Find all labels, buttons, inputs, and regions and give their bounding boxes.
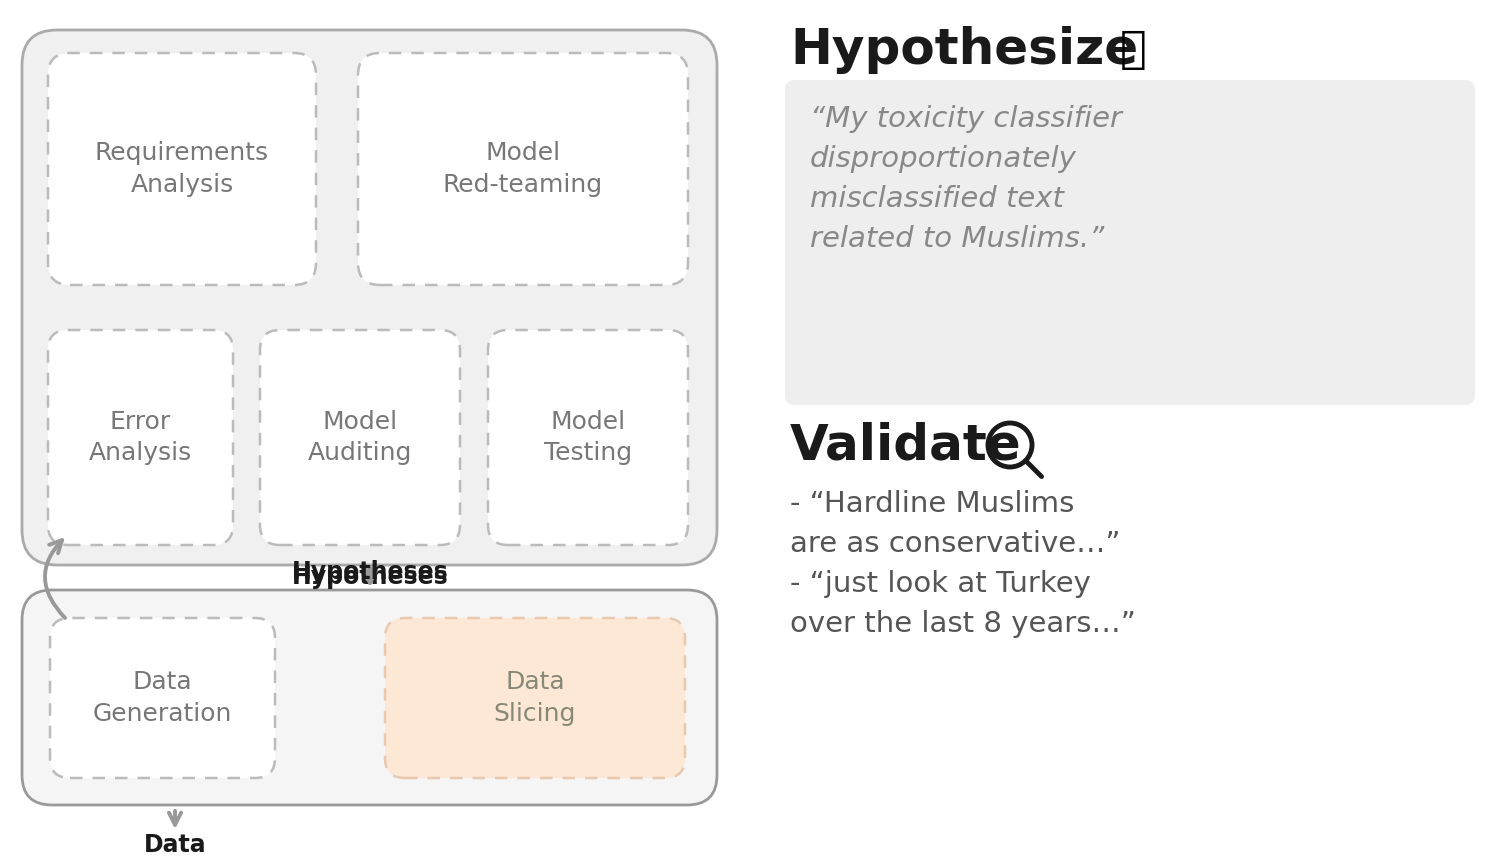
Text: Requirements
Analysis: Requirements Analysis xyxy=(96,141,269,197)
Text: Hypotheses: Hypotheses xyxy=(292,565,448,589)
Text: 💡: 💡 xyxy=(1120,28,1147,71)
FancyBboxPatch shape xyxy=(22,30,718,565)
FancyBboxPatch shape xyxy=(22,590,718,805)
Text: “My toxicity classifier
disproportionately
misclassified text
related to Muslims: “My toxicity classifier disproportionate… xyxy=(810,105,1123,254)
FancyBboxPatch shape xyxy=(260,330,460,545)
FancyBboxPatch shape xyxy=(357,53,688,285)
Text: Error
Analysis: Error Analysis xyxy=(88,409,193,465)
FancyBboxPatch shape xyxy=(785,80,1476,405)
FancyBboxPatch shape xyxy=(48,330,233,545)
Text: - “Hardline Muslims
are as conservative…”
- “just look at Turkey
over the last 8: - “Hardline Muslims are as conservative…… xyxy=(789,490,1136,638)
Text: Hypothesize: Hypothesize xyxy=(789,26,1138,74)
Text: Model
Testing: Model Testing xyxy=(544,409,632,465)
Text: Data: Data xyxy=(144,833,206,857)
FancyBboxPatch shape xyxy=(386,618,685,778)
Text: Hypotheses: Hypotheses xyxy=(292,561,448,585)
Text: Validate: Validate xyxy=(789,421,1021,469)
Text: Model
Red-teaming: Model Red-teaming xyxy=(443,141,602,197)
Text: Model
Auditing: Model Auditing xyxy=(308,409,413,465)
FancyBboxPatch shape xyxy=(49,618,275,778)
FancyBboxPatch shape xyxy=(48,53,315,285)
Text: Data
Slicing: Data Slicing xyxy=(493,670,576,726)
Text: Data
Generation: Data Generation xyxy=(93,670,232,726)
FancyBboxPatch shape xyxy=(487,330,688,545)
